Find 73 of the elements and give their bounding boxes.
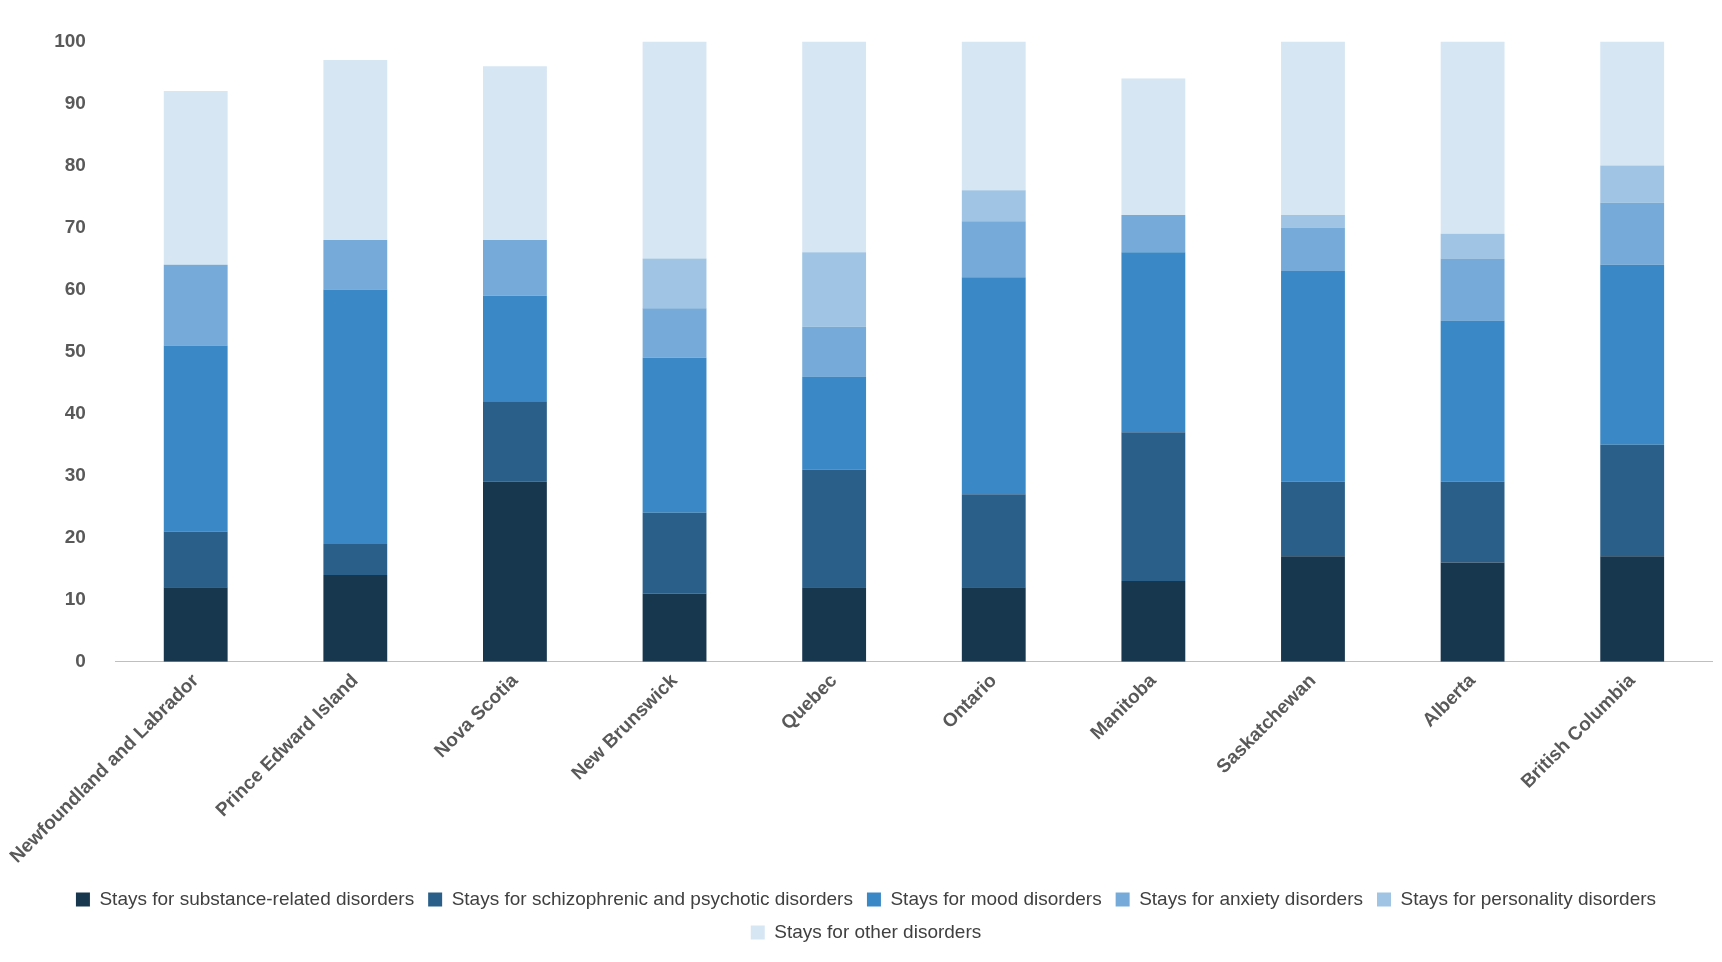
bar: [1121, 432, 1186, 582]
bar: [323, 289, 388, 544]
bar: [163, 587, 228, 662]
bar: [1440, 562, 1505, 662]
bar: [642, 512, 707, 594]
bar: [1281, 270, 1345, 482]
y-tick-label: 50: [64, 339, 86, 361]
legend-label: Stays for mood disorders: [890, 887, 1102, 909]
bar: [961, 277, 1026, 495]
y-tick-label: 60: [64, 277, 86, 299]
bar: [1281, 556, 1345, 662]
bar: [642, 308, 707, 358]
bar: [1121, 215, 1186, 253]
y-tick-label: 30: [64, 463, 86, 485]
y-tick-label: 90: [64, 91, 86, 113]
bar: [483, 481, 547, 662]
bar: [163, 264, 228, 346]
bar: [961, 494, 1026, 588]
bar: [1281, 215, 1345, 228]
bar: [483, 295, 547, 402]
bar: [1440, 320, 1505, 482]
bar: [1281, 41, 1345, 216]
bar: [483, 239, 547, 296]
bar: [1440, 233, 1505, 259]
bar: [163, 345, 228, 532]
bar: [1121, 581, 1186, 662]
bar: [802, 326, 867, 377]
bar: [961, 41, 1026, 191]
bar: [323, 574, 388, 662]
bar: [163, 531, 228, 588]
bar: [1600, 444, 1665, 557]
bar: [802, 252, 867, 327]
bar: [802, 469, 867, 588]
bar: [642, 593, 707, 662]
y-tick-label: 100: [54, 29, 86, 51]
legend-label: Stays for schizophrenic and psychotic disorders: [451, 887, 853, 909]
bar: [642, 258, 707, 309]
bar: [1440, 258, 1505, 321]
bar: [163, 91, 228, 265]
bar: [323, 239, 388, 290]
bar: [483, 401, 547, 482]
bar: [802, 376, 867, 470]
bar: [1281, 481, 1345, 557]
legend-label: Stays for personality disorders: [1400, 887, 1657, 909]
y-tick-label: 20: [64, 525, 86, 547]
y-tick-label: 40: [64, 401, 86, 423]
y-tick-label: 10: [64, 587, 86, 609]
y-tick-label: 0: [75, 649, 86, 671]
y-tick-label: 80: [64, 153, 86, 175]
bar: [1281, 227, 1345, 271]
bar: [961, 190, 1026, 222]
bar: [1600, 264, 1665, 445]
bar: [1600, 202, 1665, 265]
bar: [1600, 165, 1665, 203]
bar: [961, 221, 1026, 278]
bar: [1121, 252, 1186, 433]
bar: [642, 41, 707, 259]
bar: [802, 41, 867, 253]
y-tick-label: 70: [64, 215, 86, 237]
bar: [483, 66, 547, 240]
bar: [961, 587, 1026, 662]
bar: [1440, 41, 1505, 234]
bar: [1440, 481, 1505, 563]
bar: [802, 587, 867, 662]
legend-label: Stays for anxiety disorders: [1139, 887, 1364, 909]
legend-label: Stays for other disorders: [774, 920, 982, 942]
bar: [642, 357, 707, 513]
bar: [1600, 41, 1665, 166]
bar: [1600, 556, 1665, 662]
bar: [323, 543, 388, 575]
bar: [323, 60, 388, 240]
legend-label: Stays for substance-related disorders: [99, 887, 415, 909]
bar: [1121, 78, 1186, 216]
